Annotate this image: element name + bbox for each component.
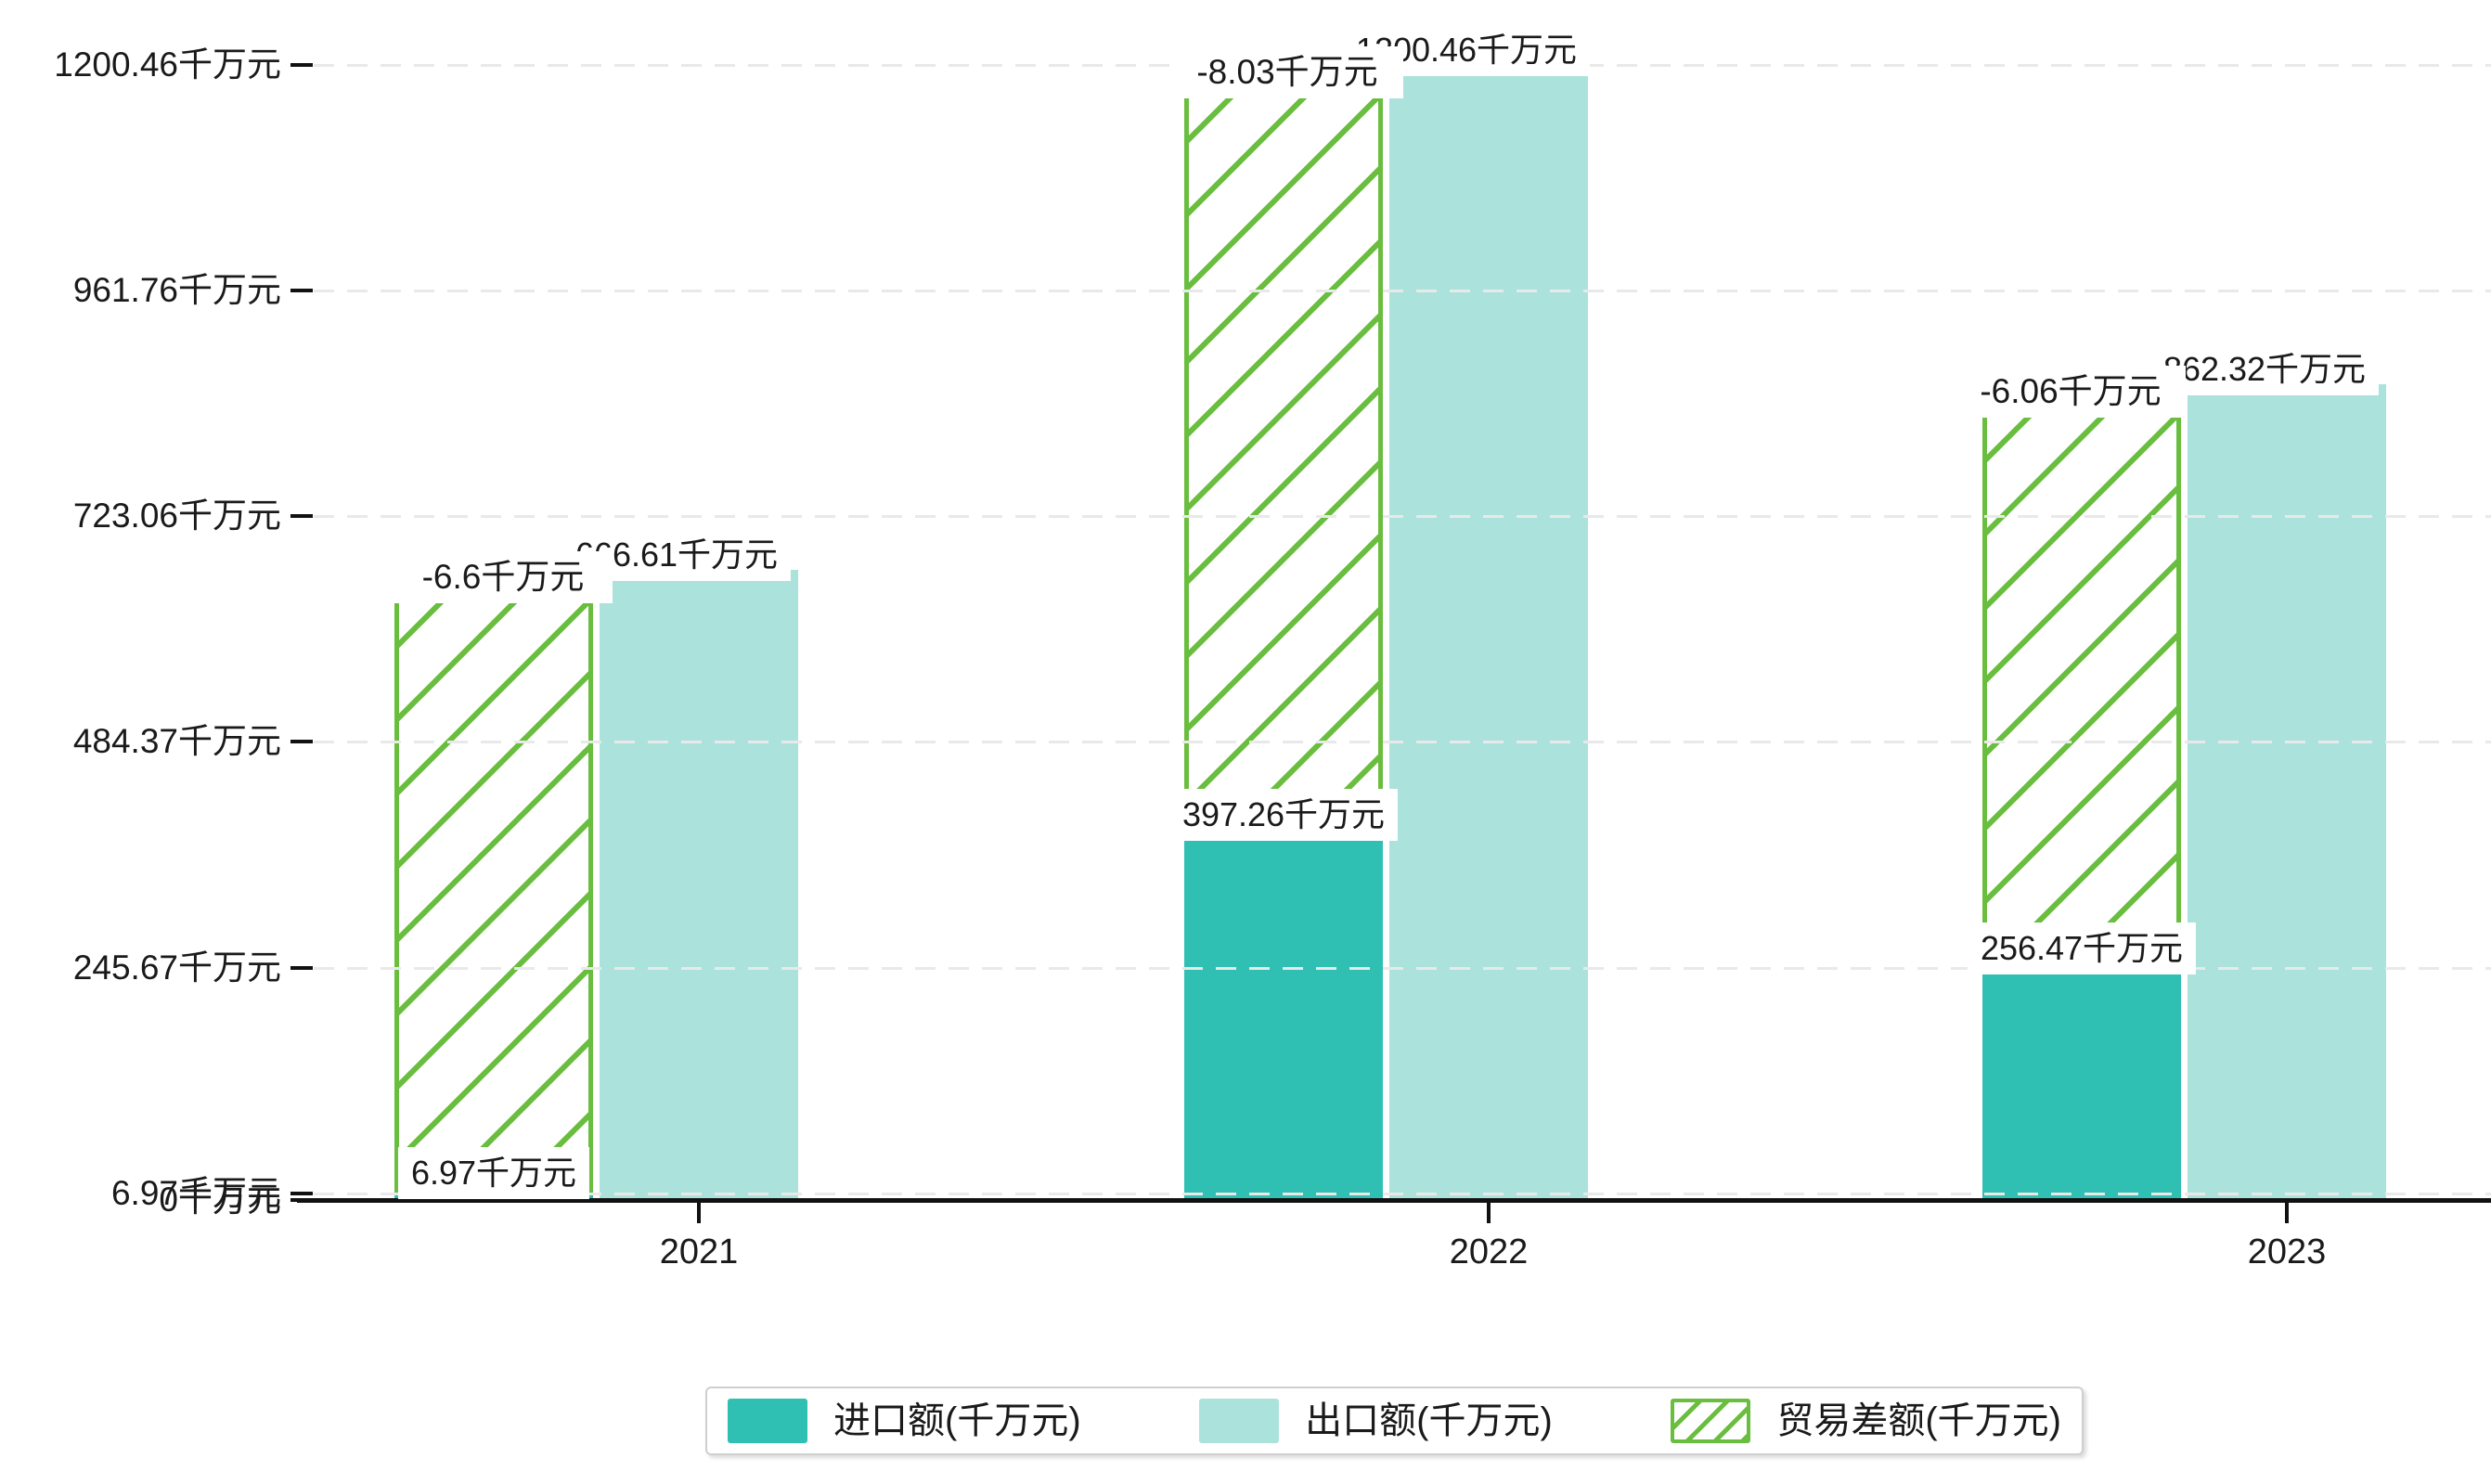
y-axis-tick-label: 245.67千万元 — [72, 948, 281, 987]
export-swatch-icon — [1199, 1399, 1280, 1443]
y-axis-tick-mark — [290, 288, 313, 292]
trade-balance-value-label: -6.06千万元 — [1955, 366, 2186, 419]
y-gridline — [314, 515, 2491, 519]
legend-item-import: 进口额(千万元) — [728, 1399, 1081, 1443]
legend-label-balance: 贸易差额(千万元) — [1776, 1400, 2061, 1441]
import-value-label: 256.47千万元 — [1967, 922, 2197, 974]
x-axis-tick-mark — [697, 1203, 701, 1223]
x-axis-label: 2023 — [2247, 1232, 2327, 1271]
trade-balance-bar — [1184, 64, 1383, 825]
y-axis-tick-label: 1200.46千万元 — [54, 45, 281, 84]
export-value-label: 862.32千万元 — [2149, 343, 2380, 396]
trade-balance-bar — [1982, 384, 2181, 958]
y-axis-tick-label: 484.37千万元 — [72, 722, 281, 761]
x-axis-tick-mark — [2285, 1203, 2289, 1223]
import-value-label: 397.26千万元 — [1168, 789, 1399, 842]
export-bar — [2188, 384, 2386, 1200]
x-axis-label: 2022 — [1449, 1232, 1529, 1271]
balance-hatch-swatch-icon — [1671, 1399, 1751, 1443]
trade-balance-value-label: -8.03千万元 — [1171, 45, 1403, 98]
legend-label-export: 出口额(千万元) — [1305, 1400, 1553, 1441]
x-axis-label: 2021 — [659, 1232, 739, 1271]
legend-label-import: 进口额(千万元) — [833, 1400, 1081, 1441]
y-axis-tick-mark — [290, 1191, 313, 1195]
y-axis-tick-mark — [290, 965, 313, 970]
y-axis-tick-label: 723.06千万元 — [72, 497, 281, 536]
y-gridline — [314, 289, 2491, 292]
import-swatch-icon — [728, 1399, 807, 1443]
trade-balance-value-label: -6.6千万元 — [394, 550, 613, 603]
y-axis-tick-mark — [290, 514, 313, 519]
x-axis-tick-mark — [1487, 1203, 1491, 1223]
y-gridline — [314, 966, 2491, 970]
y-gridline — [314, 1192, 2491, 1195]
legend-item-balance: 贸易差额(千万元) — [1671, 1399, 2061, 1443]
y-axis-tick-label: 6.97千万元 — [110, 1173, 281, 1212]
import-value-label: 6.97千万元 — [397, 1147, 590, 1199]
y-gridline — [314, 741, 2491, 744]
import-bar — [1982, 957, 2181, 1200]
import-bar — [1184, 824, 1383, 1200]
legend: 进口额(千万元) 出口额(千万元) 贸易差额(千万元) — [705, 1387, 2084, 1455]
y-axis-tick-label: 961.76千万元 — [72, 270, 281, 309]
export-bar — [1389, 64, 1588, 1200]
trade-balance-bar — [394, 569, 593, 1194]
export-bar — [600, 569, 798, 1200]
y-axis-tick-mark — [290, 62, 313, 67]
y-axis-tick-label: 0千万元 — [159, 1181, 281, 1219]
y-axis-tick-mark — [290, 740, 313, 744]
x-axis-baseline — [297, 1198, 2491, 1203]
legend-item-export: 出口额(千万元) — [1199, 1399, 1553, 1443]
